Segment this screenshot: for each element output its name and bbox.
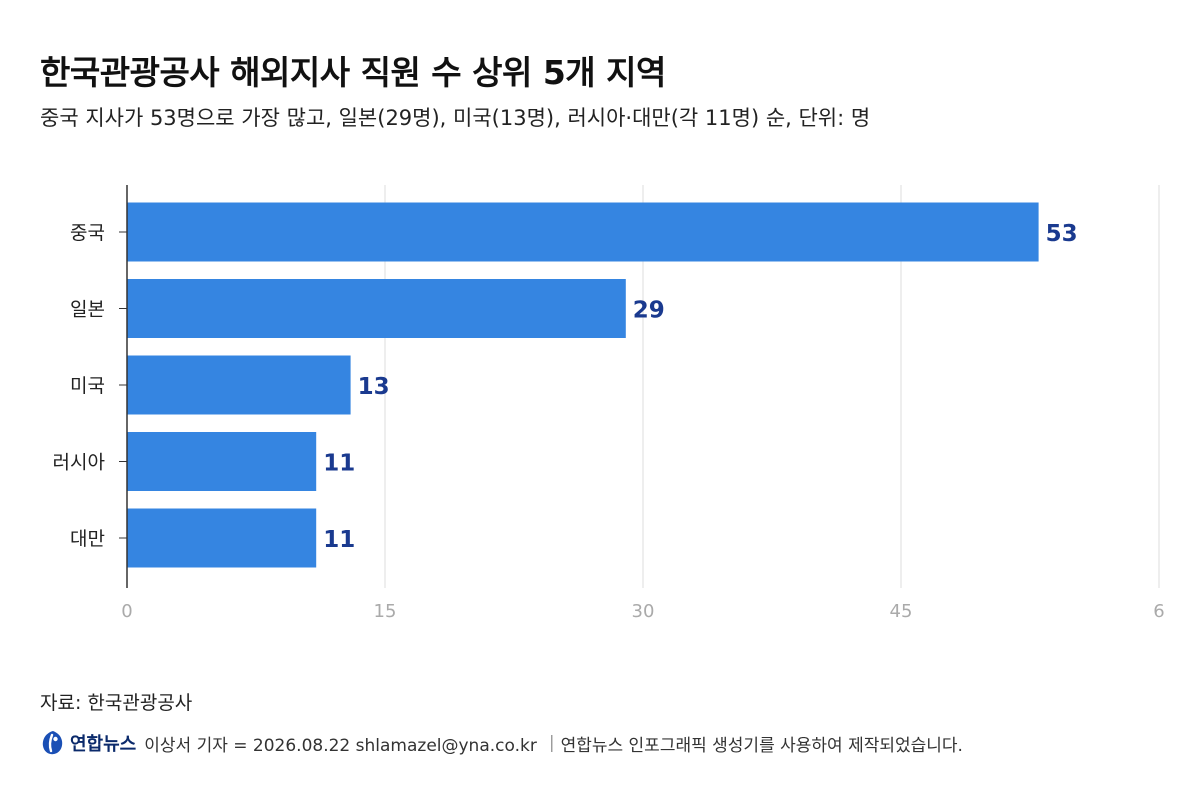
logo-text: 연합뉴스 [70, 734, 137, 755]
category-label: 중국 [70, 222, 105, 244]
value-label: 11 [323, 451, 355, 477]
category-label: 일본 [70, 299, 105, 321]
bar [127, 202, 1039, 262]
category-label: 미국 [70, 375, 105, 397]
value-label: 29 [633, 298, 665, 324]
source-note: 자료: 한국관광공사 [40, 692, 193, 714]
yonhap-logo-icon [42, 731, 63, 755]
footer-note: 연합뉴스 인포그래픽 생성기를 사용하여 제작되었습니다. [560, 735, 963, 756]
x-tick-label: 6 [1153, 601, 1164, 622]
footer-separator: | [548, 733, 555, 753]
category-label: 대만 [70, 528, 105, 550]
bar-chart: 0 15 30 45 6 중국 53 일본 29 미국 13 러시아 11 대만 11 [53, 185, 1165, 622]
chart-subtitle: 중국 지사가 53명으로 가장 많고, 일본(29명), 미국(13명), 러시… [40, 106, 871, 130]
footer-byline: 이상서 기자 = 2026.08.22 shlamazel@yna.co.kr [144, 735, 537, 756]
bar [127, 432, 317, 491]
x-tick-label: 30 [632, 601, 655, 622]
footer: 연합뉴스 이상서 기자 = 2026.08.22 shlamazel@yna.c… [40, 730, 963, 756]
x-tick-label: 0 [121, 601, 132, 622]
category-label: 러시아 [53, 452, 105, 474]
value-label: 53 [1046, 221, 1078, 247]
value-label: 11 [323, 527, 355, 553]
bar [127, 279, 626, 338]
x-tick-label: 45 [890, 601, 913, 622]
x-tick-label: 15 [374, 601, 397, 622]
bars [127, 202, 1039, 568]
chart-title: 한국관광공사 해외지사 직원 수 상위 5개 지역 [40, 53, 666, 92]
bar [127, 355, 351, 415]
bar [127, 508, 317, 568]
labels: 0 15 30 45 6 중국 53 일본 29 미국 13 러시아 11 대만 11 [53, 221, 1165, 622]
value-label: 13 [358, 374, 390, 400]
